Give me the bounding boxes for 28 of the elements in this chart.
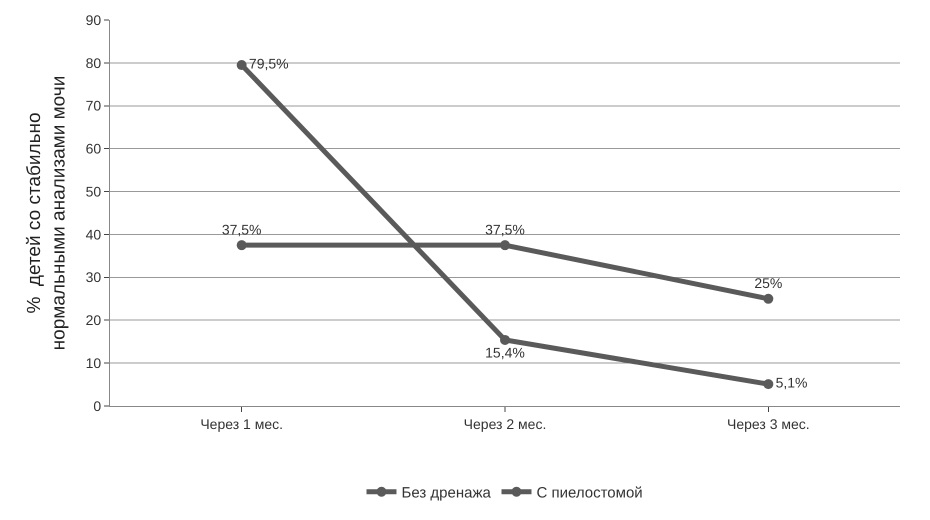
y-tick-label: 30 bbox=[86, 269, 102, 286]
data-label: 5,1% bbox=[776, 374, 808, 391]
point bbox=[500, 240, 510, 250]
legend-label: С пиелостомой bbox=[536, 484, 643, 502]
point bbox=[236, 240, 247, 250]
y-tick-label: 90 bbox=[86, 12, 102, 28]
legend-label: Без дренажа bbox=[402, 484, 492, 502]
y-tick-label: 80 bbox=[86, 54, 102, 71]
point bbox=[500, 334, 510, 345]
data-label: 15,4% bbox=[485, 344, 525, 361]
y-tick-label: 70 bbox=[86, 98, 102, 114]
y-tick-label: 60 bbox=[86, 140, 102, 157]
y-axis-title: % детей со стабильно нормальными анализами мочи bbox=[24, 76, 70, 350]
x-tick-label: Через 2 мес. bbox=[464, 416, 546, 432]
y-tick-label: 40 bbox=[86, 226, 102, 242]
point bbox=[236, 60, 247, 70]
data-label: 25% bbox=[754, 275, 782, 292]
data-label: 37,5% bbox=[485, 221, 525, 238]
point bbox=[763, 379, 774, 390]
x-tick-label: Через 1 мес. bbox=[200, 416, 284, 432]
point bbox=[763, 294, 774, 304]
y-tick-label: 20 bbox=[86, 312, 102, 328]
y-tick-label: 0 bbox=[93, 398, 102, 414]
y-tick-label: 10 bbox=[86, 355, 102, 372]
data-label: 37,5% bbox=[222, 221, 262, 238]
data-label: 79,5% bbox=[248, 56, 289, 72]
x-tick-label: Через 3 мес. bbox=[726, 416, 810, 432]
y-tick-label: 50 bbox=[86, 183, 102, 200]
